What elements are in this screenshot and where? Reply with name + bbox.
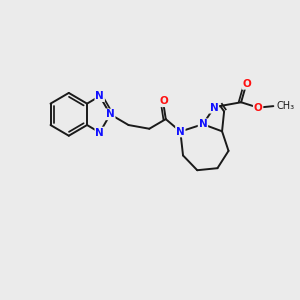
Text: N: N — [199, 119, 207, 129]
Text: N: N — [176, 127, 185, 136]
Text: N: N — [210, 103, 218, 113]
Text: CH₃: CH₃ — [277, 101, 295, 111]
Text: N: N — [95, 91, 104, 101]
Text: N: N — [106, 109, 115, 119]
Text: O: O — [159, 96, 168, 106]
Text: N: N — [95, 128, 104, 137]
Text: O: O — [254, 103, 262, 112]
Text: O: O — [242, 79, 251, 89]
